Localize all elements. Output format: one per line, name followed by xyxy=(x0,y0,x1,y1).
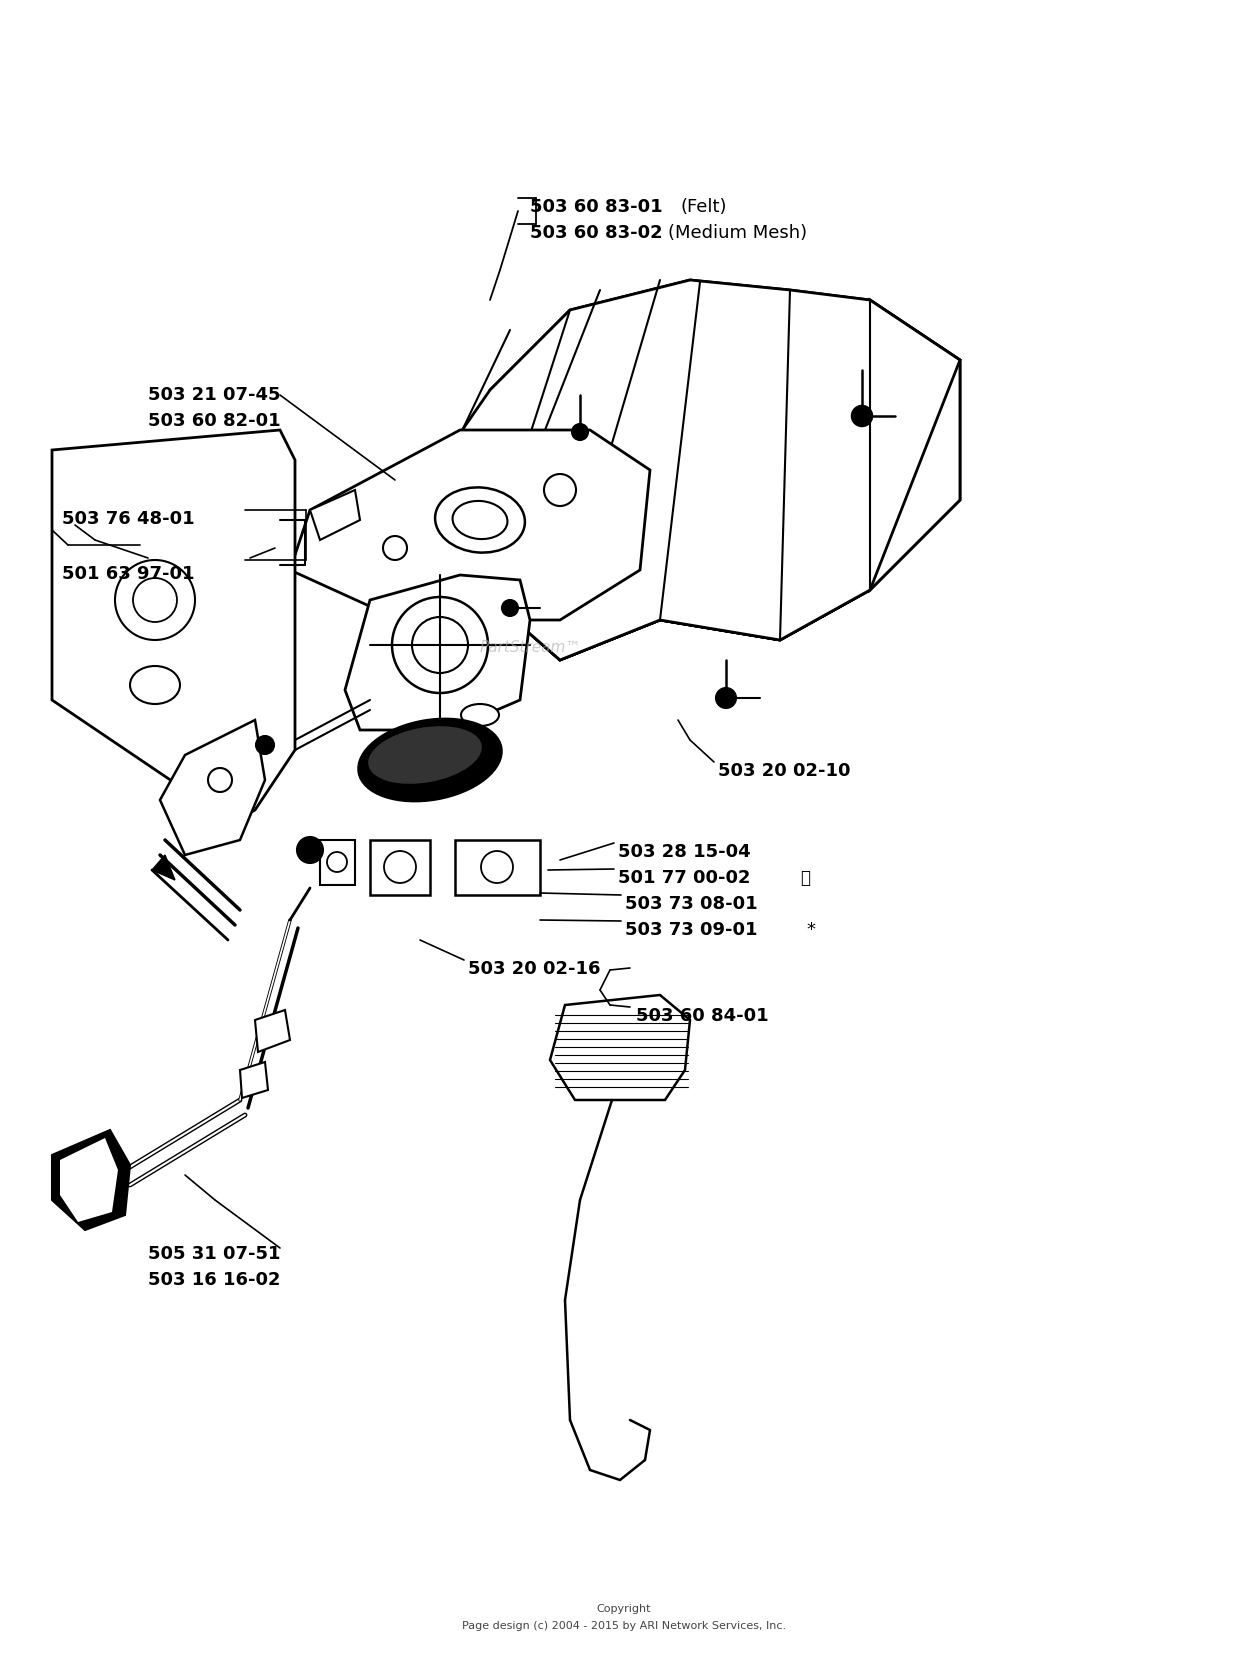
Polygon shape xyxy=(52,429,295,830)
Polygon shape xyxy=(152,855,175,880)
Text: (Felt): (Felt) xyxy=(680,198,726,216)
Circle shape xyxy=(572,424,588,439)
Text: ⓘ: ⓘ xyxy=(800,869,810,887)
Ellipse shape xyxy=(358,719,502,802)
Ellipse shape xyxy=(436,488,525,552)
Polygon shape xyxy=(160,721,265,855)
Polygon shape xyxy=(319,840,354,885)
Text: 503 73 08-01: 503 73 08-01 xyxy=(625,895,758,914)
Circle shape xyxy=(208,769,232,792)
Text: 503 16 16-02: 503 16 16-02 xyxy=(149,1271,281,1290)
Circle shape xyxy=(115,561,195,641)
Text: 503 20 02-16: 503 20 02-16 xyxy=(468,960,600,978)
Polygon shape xyxy=(480,280,960,661)
Circle shape xyxy=(392,597,488,692)
Text: (Medium Mesh): (Medium Mesh) xyxy=(668,225,807,241)
Ellipse shape xyxy=(368,726,482,784)
Polygon shape xyxy=(240,1062,268,1098)
Polygon shape xyxy=(870,300,960,591)
Text: 503 60 83-01: 503 60 83-01 xyxy=(530,198,663,216)
Text: 501 77 00-02: 501 77 00-02 xyxy=(618,869,750,887)
Circle shape xyxy=(716,687,736,707)
Text: 505 31 07-51: 505 31 07-51 xyxy=(149,1245,281,1263)
Circle shape xyxy=(384,850,416,884)
Text: 503 60 84-01: 503 60 84-01 xyxy=(636,1007,769,1025)
Circle shape xyxy=(134,577,177,622)
Text: 503 76 48-01: 503 76 48-01 xyxy=(62,509,195,527)
Ellipse shape xyxy=(453,501,508,539)
Text: *: * xyxy=(806,920,815,938)
Circle shape xyxy=(256,735,275,754)
Text: Page design (c) 2004 - 2015 by ARI Network Services, Inc.: Page design (c) 2004 - 2015 by ARI Netwo… xyxy=(462,1621,786,1631)
Circle shape xyxy=(383,536,407,561)
Polygon shape xyxy=(456,840,540,895)
Polygon shape xyxy=(310,489,359,541)
Polygon shape xyxy=(60,1138,119,1221)
Text: 503 60 83-02: 503 60 83-02 xyxy=(530,225,663,241)
Text: 501 63 97-01: 501 63 97-01 xyxy=(62,566,195,582)
Polygon shape xyxy=(344,576,530,730)
Polygon shape xyxy=(255,1010,290,1052)
Text: Copyright: Copyright xyxy=(597,1604,651,1614)
Polygon shape xyxy=(480,591,870,661)
Polygon shape xyxy=(369,840,431,895)
Polygon shape xyxy=(550,995,690,1100)
Circle shape xyxy=(544,474,577,506)
Text: 503 20 02-10: 503 20 02-10 xyxy=(718,762,850,780)
Text: 503 73 09-01: 503 73 09-01 xyxy=(625,920,758,938)
Text: 503 21 07-45: 503 21 07-45 xyxy=(149,386,281,404)
Text: 503 28 15-04: 503 28 15-04 xyxy=(618,844,750,860)
Circle shape xyxy=(297,837,323,864)
Text: 503 60 82-01: 503 60 82-01 xyxy=(149,413,281,429)
Circle shape xyxy=(327,852,347,872)
Circle shape xyxy=(412,617,468,672)
Polygon shape xyxy=(52,1130,130,1230)
Ellipse shape xyxy=(130,666,180,704)
Circle shape xyxy=(502,601,518,616)
Ellipse shape xyxy=(461,704,499,726)
Text: PartStream™: PartStream™ xyxy=(479,641,580,656)
Circle shape xyxy=(480,850,513,884)
Polygon shape xyxy=(401,280,960,661)
Polygon shape xyxy=(290,429,650,621)
Circle shape xyxy=(852,406,872,426)
